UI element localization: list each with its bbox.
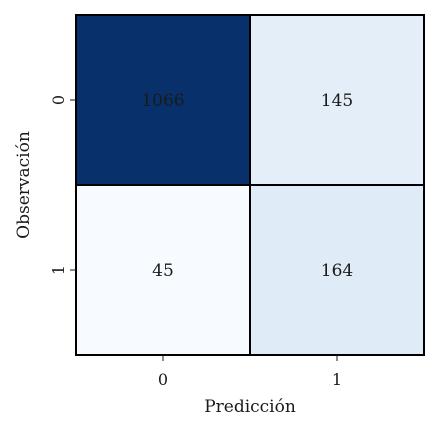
heatmap-cell-labels: 1066 145 45 164 [141,91,353,281]
y-axis-ticks: 01 [49,95,76,275]
y-tick-label-1: 1 [49,265,68,275]
cell-value-r1-c1: 164 [321,261,353,281]
x-tick-label-1: 1 [332,370,342,389]
cell-value-r1-c0: 45 [152,261,174,281]
heatmap-cell-r1-c0 [75,184,251,356]
heatmap-cell-r1-c1 [249,184,425,356]
y-tick-label-0: 0 [49,95,68,105]
heatmap-cells [75,14,425,356]
heatmap-cell-r0-c0 [75,14,251,186]
x-axis-label: Predicción [204,397,296,417]
cell-value-r0-c1: 145 [321,91,353,111]
cell-value-r0-c0: 1066 [141,91,184,111]
x-tick-label-0: 0 [158,370,168,389]
heatmap-cell-r0-c1 [249,14,425,186]
y-axis-label: Observación [14,131,34,239]
